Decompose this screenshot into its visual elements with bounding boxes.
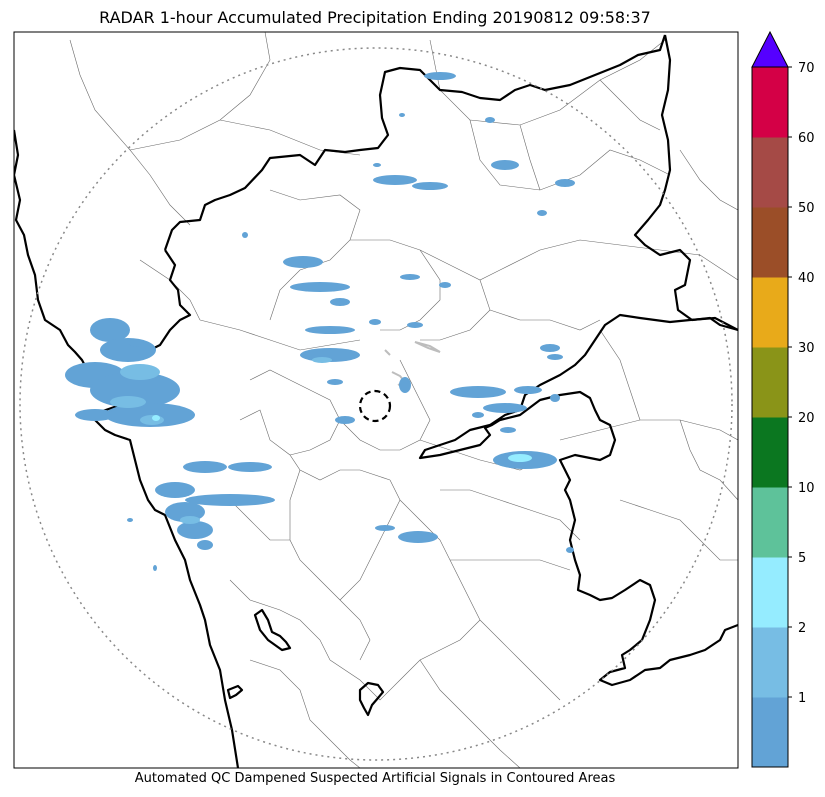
map-footer-note: Automated QC Dampened Suspected Artifici… <box>134 771 616 786</box>
colorbar-segment <box>752 207 788 278</box>
colorbar-tick-label: 40 <box>798 271 815 286</box>
colorbar-tick-label: 20 <box>798 411 815 426</box>
colorbar-segment <box>752 347 788 418</box>
colorbar-segment <box>752 67 788 138</box>
colorbar-segment <box>752 417 788 488</box>
colorbar-tick-label: 30 <box>798 341 815 356</box>
colorbar-segment <box>752 137 788 208</box>
map-title: RADAR 1-hour Accumulated Precipitation E… <box>99 8 651 27</box>
colorbar-tick-label: 50 <box>798 201 815 216</box>
precipitation-cells <box>65 72 575 571</box>
colorbar-tick-label: 2 <box>798 621 806 636</box>
range-ring <box>19 47 733 761</box>
colorbar-segment <box>752 557 788 628</box>
colorbar-segment <box>752 697 788 768</box>
colorbar-segment <box>752 627 788 698</box>
colorbar-tick-label: 5 <box>798 551 806 566</box>
radar-site-marker <box>358 389 392 423</box>
colorbar-segment <box>752 487 788 558</box>
colorbar-tick-label: 10 <box>798 481 815 496</box>
map-frame <box>13 31 739 769</box>
colorbar-tick-label: 70 <box>798 61 815 76</box>
colorbar-tick-label: 60 <box>798 131 815 146</box>
map-area <box>14 32 738 768</box>
colorbar-segment <box>752 277 788 348</box>
colorbar-extend-arrow <box>751 30 789 68</box>
colorbar: 1 2 5 10 20 30 40 50 60 70 <box>751 30 815 768</box>
colorbar-tick-label: 1 <box>798 691 806 706</box>
